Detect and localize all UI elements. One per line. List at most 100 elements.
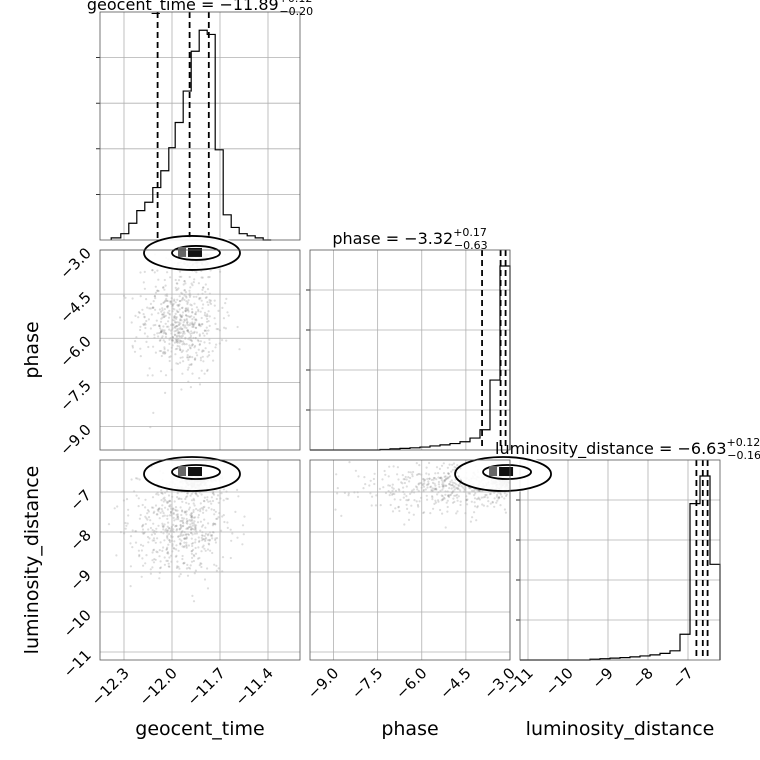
scatter-point bbox=[213, 513, 216, 516]
scatter-point bbox=[441, 481, 444, 484]
scatter-point bbox=[192, 559, 195, 563]
contour-outer bbox=[143, 235, 241, 271]
scatter-point bbox=[442, 496, 446, 499]
scatter-point bbox=[201, 350, 204, 353]
scatter-point bbox=[460, 485, 463, 488]
scatter-point bbox=[190, 516, 193, 519]
scatter-point bbox=[191, 542, 195, 545]
scatter-point bbox=[164, 391, 167, 394]
scatter-point bbox=[160, 331, 163, 334]
scatter-point bbox=[203, 500, 206, 503]
scatter-point bbox=[190, 340, 193, 343]
scatter-point bbox=[159, 331, 163, 334]
scatter-point bbox=[444, 478, 447, 481]
scatter-point bbox=[402, 486, 405, 489]
scatter-point bbox=[182, 522, 185, 525]
scatter-point bbox=[424, 488, 427, 491]
scatter-point bbox=[453, 482, 456, 485]
scatter-point bbox=[389, 503, 392, 507]
scatter-point bbox=[159, 567, 162, 570]
scatter-point bbox=[431, 489, 434, 492]
scatter-point bbox=[417, 505, 420, 508]
scatter-point bbox=[154, 297, 157, 300]
scatter-point bbox=[227, 314, 230, 317]
scatter-point bbox=[194, 311, 198, 314]
y-tick-label: −7 bbox=[66, 486, 94, 514]
x-axis-label-phase: phase bbox=[381, 718, 438, 740]
scatter-point bbox=[214, 537, 217, 540]
scatter-point bbox=[199, 520, 202, 523]
scatter-point bbox=[152, 548, 156, 551]
scatter-point bbox=[176, 516, 179, 519]
scatter-point bbox=[164, 335, 167, 339]
scatter-point bbox=[451, 481, 454, 484]
scatter-point bbox=[404, 475, 407, 479]
scatter-point bbox=[186, 302, 189, 305]
scatter-point bbox=[402, 496, 405, 499]
scatter-point bbox=[204, 347, 207, 350]
scatter-point bbox=[201, 538, 205, 541]
scatter-point bbox=[431, 495, 434, 498]
y-tick-label: −11 bbox=[60, 646, 95, 681]
scatter-point bbox=[169, 329, 173, 332]
scatter-point bbox=[180, 539, 183, 542]
scatter-point bbox=[168, 532, 171, 536]
scatter-point bbox=[396, 473, 399, 476]
scatter-point bbox=[336, 492, 339, 495]
scatter-point bbox=[179, 300, 182, 303]
scatter-point bbox=[192, 323, 195, 326]
scatter-point bbox=[188, 519, 191, 522]
scatter-point bbox=[441, 498, 444, 501]
scatter-point bbox=[405, 499, 408, 502]
scatter-point bbox=[200, 369, 203, 372]
scatter-point bbox=[187, 309, 190, 312]
scatter-point bbox=[428, 477, 431, 480]
scatter-point bbox=[185, 541, 188, 544]
scatter-point bbox=[468, 492, 471, 495]
scatter-point bbox=[368, 484, 371, 487]
scatter-point bbox=[197, 310, 200, 313]
scatter-point bbox=[198, 539, 201, 543]
scatter-point bbox=[195, 326, 198, 329]
scatter-point bbox=[438, 467, 441, 470]
scatter-point bbox=[193, 323, 196, 326]
scatter-point bbox=[190, 512, 193, 515]
scatter-point bbox=[191, 325, 194, 328]
scatter-point bbox=[160, 489, 163, 492]
scatter-point bbox=[204, 526, 207, 529]
scatter-point bbox=[163, 556, 166, 559]
scatter-point bbox=[454, 494, 457, 497]
scatter-point bbox=[505, 494, 508, 498]
scatter-point bbox=[156, 508, 159, 511]
scatter-point bbox=[217, 309, 220, 312]
scatter-point bbox=[214, 510, 217, 513]
scatter-point bbox=[186, 321, 189, 324]
scatter-point bbox=[217, 328, 220, 331]
scatter-point bbox=[168, 328, 171, 331]
scatter-point bbox=[486, 505, 489, 508]
scatter-point bbox=[192, 502, 195, 505]
scatter-point bbox=[422, 488, 425, 492]
scatter-point bbox=[179, 534, 182, 538]
scatter-point bbox=[159, 511, 162, 514]
scatter-point bbox=[425, 494, 428, 497]
scatter-point bbox=[441, 488, 444, 491]
scatter-point bbox=[168, 539, 171, 542]
scatter-point bbox=[417, 473, 420, 476]
scatter-point bbox=[151, 528, 154, 532]
scatter-point bbox=[198, 298, 201, 301]
scatter-point bbox=[178, 538, 181, 541]
scatter-point bbox=[477, 489, 480, 492]
scatter-point bbox=[448, 487, 451, 490]
scatter-point bbox=[179, 319, 182, 322]
scatter-point bbox=[143, 332, 146, 335]
scatter-point bbox=[161, 309, 164, 312]
scatter-point bbox=[217, 567, 220, 570]
scatter-point bbox=[148, 367, 151, 370]
scatter-point bbox=[164, 294, 167, 297]
scatter-point bbox=[206, 587, 210, 590]
scatter-point bbox=[408, 511, 411, 514]
scatter-point bbox=[176, 362, 180, 365]
scatter-point bbox=[129, 535, 133, 538]
scatter-point bbox=[200, 525, 204, 528]
